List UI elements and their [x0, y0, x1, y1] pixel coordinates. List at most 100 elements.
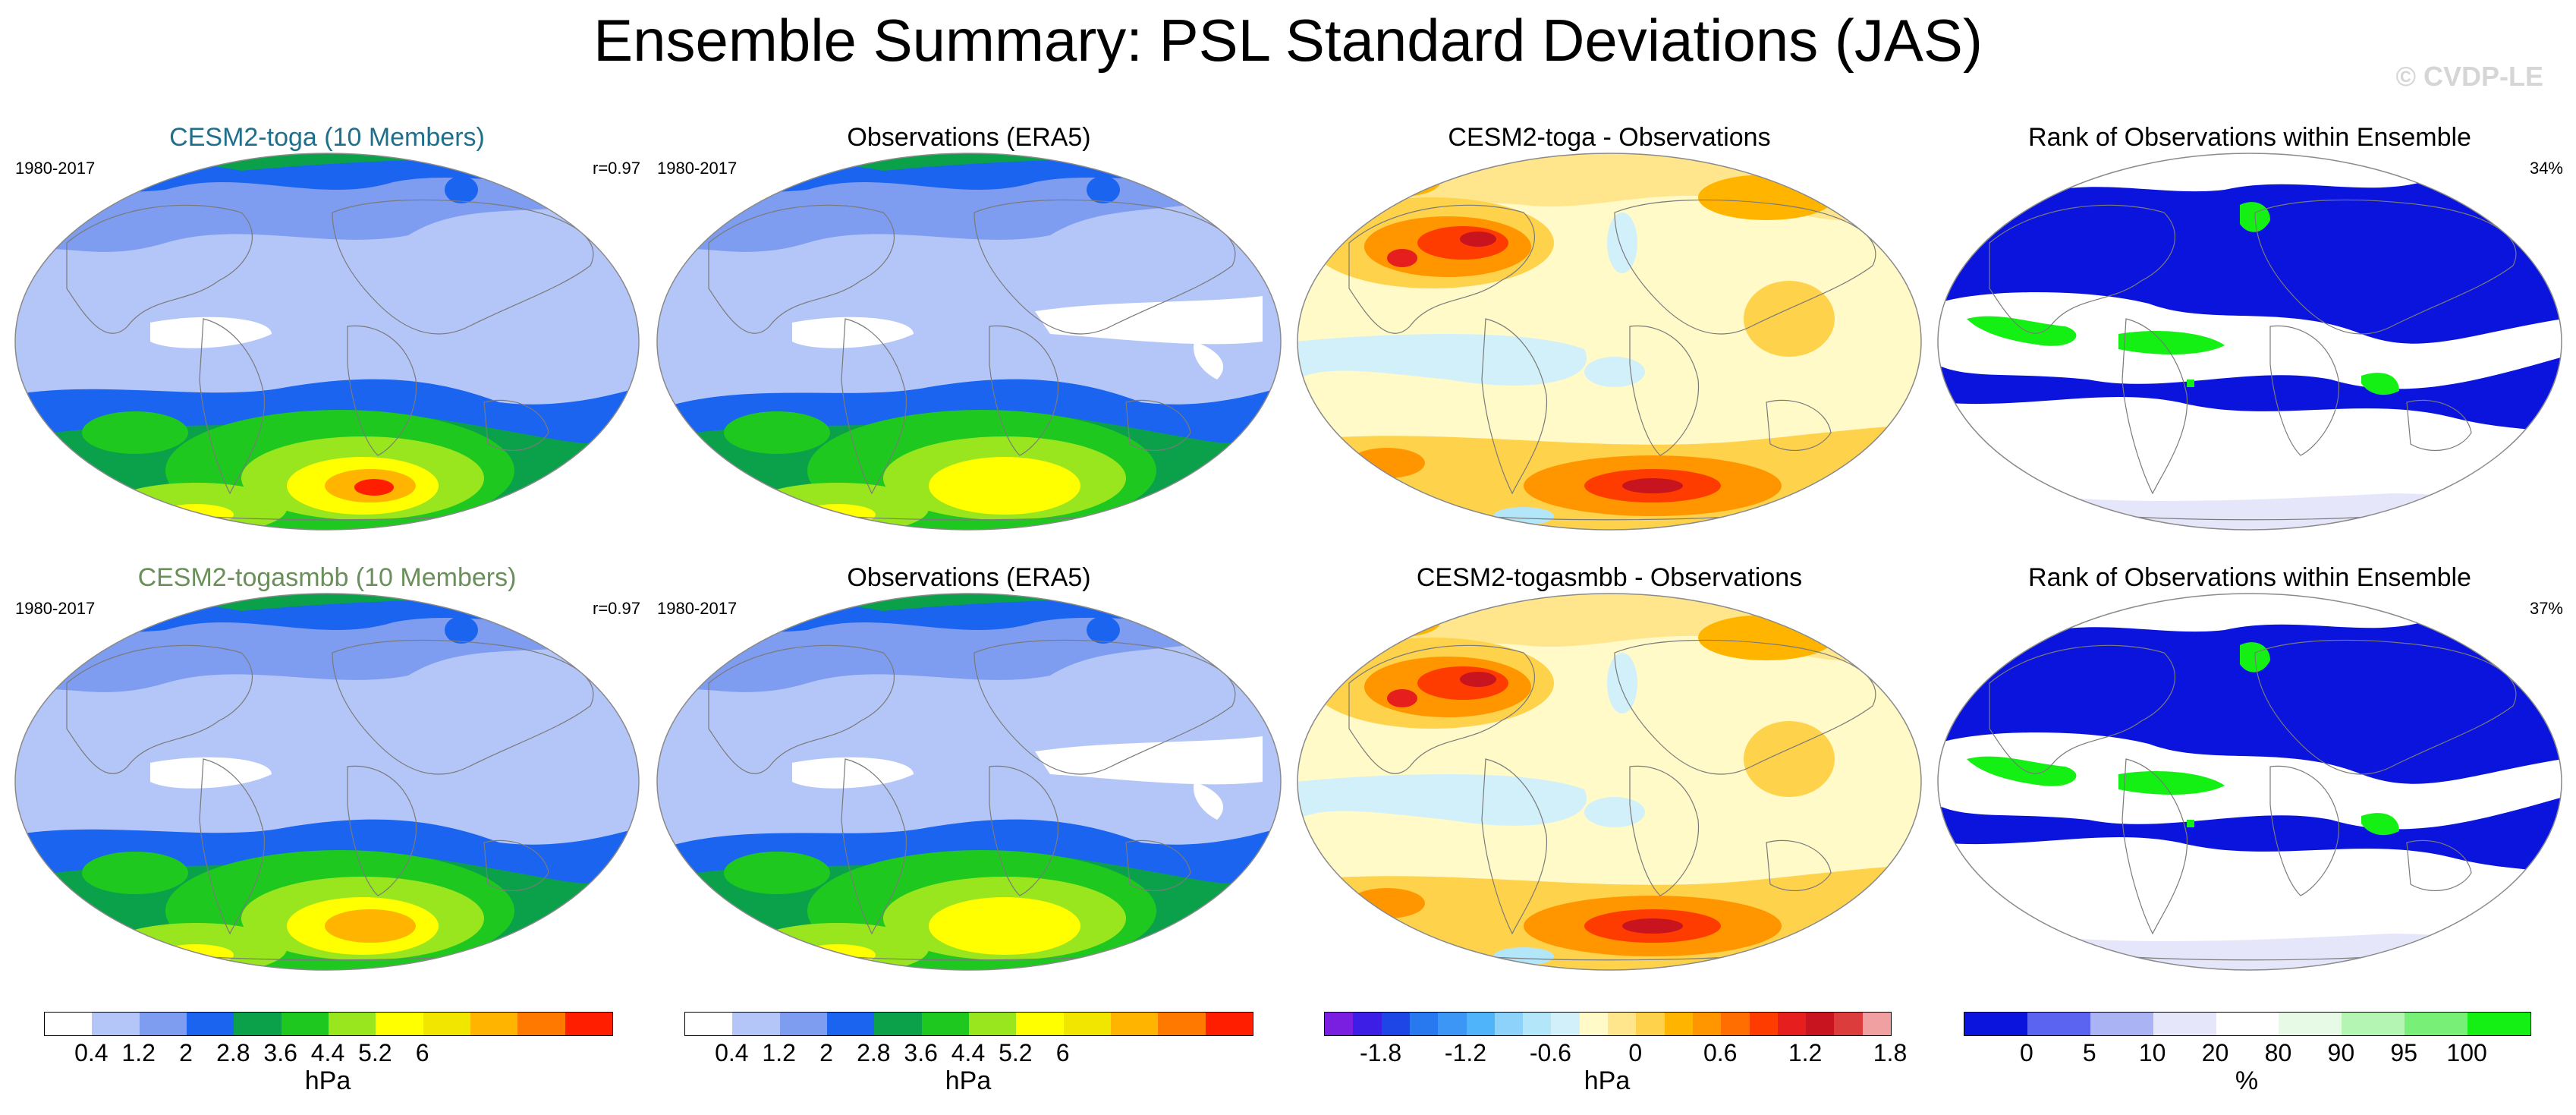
- colorbar-swatch: [1158, 1013, 1206, 1035]
- coastline: [2122, 318, 2188, 495]
- colorbar-swatch: [1551, 1013, 1581, 1035]
- coastline: [708, 644, 895, 774]
- coastline: [332, 199, 594, 335]
- colorbar-swatch: [2467, 1013, 2531, 1035]
- colorbar-unit: hPa: [1584, 1066, 1631, 1095]
- colorbar-swatch: [1063, 1013, 1112, 1035]
- colorbar-tick-label: 3.6: [904, 1039, 938, 1066]
- coastline: [1989, 204, 2176, 334]
- colorbar-swatch: [1834, 1013, 1864, 1035]
- coastline: [347, 765, 417, 896]
- colorbar: [1324, 1012, 1892, 1036]
- colorbar-tick-label: 95: [2390, 1039, 2418, 1066]
- colorbar-tick-label: 2: [819, 1039, 833, 1066]
- colorbar-tick-label: -0.6: [1529, 1039, 1571, 1066]
- colorbar-tick-label: 1.2: [121, 1039, 156, 1066]
- coastline: [347, 325, 417, 456]
- colorbar-tick-label: 4.4: [951, 1039, 986, 1066]
- colorbar-tick-label: 4.4: [310, 1039, 345, 1066]
- colorbar-swatch: [827, 1013, 875, 1035]
- colorbar-swatch: [517, 1013, 566, 1035]
- colorbar-swatch: [1806, 1013, 1835, 1035]
- rank-percent-label: 37%: [2529, 599, 2563, 618]
- colorbar-swatch: [187, 1013, 234, 1035]
- colorbar-swatch: [874, 1013, 923, 1035]
- period-label: 1980-2017: [15, 159, 96, 178]
- colorbar-tick-label: 0.4: [74, 1039, 109, 1066]
- colorbar-swatch: [1466, 1013, 1496, 1035]
- colorbar-tick-label: 0.4: [715, 1039, 749, 1066]
- period-label: 1980-2017: [657, 599, 738, 618]
- colorbar-tick-label: 3.6: [263, 1039, 297, 1066]
- colorbar-swatch: [1692, 1013, 1722, 1035]
- coastline: [841, 758, 907, 935]
- colorbar-tick-label: 1.2: [762, 1039, 796, 1066]
- colorbar-swatch: [45, 1013, 93, 1035]
- colorbar-swatch: [779, 1013, 828, 1035]
- colorbar-tick-label: 0: [2019, 1039, 2033, 1066]
- period-label: 1980-2017: [657, 159, 738, 178]
- colorbar-swatch: [1862, 1013, 1892, 1035]
- coastline: [708, 204, 895, 334]
- correlation-label: r=0.97: [593, 599, 640, 618]
- colorbar-tick-label: 6: [415, 1039, 429, 1066]
- colorbar-swatch: [1523, 1013, 1552, 1035]
- map-sd_model-row1: [14, 152, 640, 531]
- coastline: [2254, 639, 2517, 775]
- panel-title: CESM2-toga (10 Members): [169, 123, 485, 152]
- coastline: [332, 639, 594, 775]
- colorbar-tick-label: 20: [2201, 1039, 2229, 1066]
- colorbar-swatch: [1494, 1013, 1524, 1035]
- colorbar-swatch: [1721, 1013, 1750, 1035]
- colorbar-swatch: [969, 1013, 1017, 1035]
- map-rank-row1: [1936, 152, 2563, 531]
- coastline: [2406, 399, 2472, 451]
- colorbar-tick-label: 2: [179, 1039, 193, 1066]
- coastline: [1125, 399, 1191, 451]
- colorbar-swatch: [329, 1013, 376, 1035]
- period-label: 1980-2017: [15, 599, 96, 618]
- colorbar-tick-label: 80: [2264, 1039, 2292, 1066]
- colorbar-swatch: [732, 1013, 781, 1035]
- watermark: © CVDP-LE: [2395, 61, 2543, 92]
- colorbar-swatch: [139, 1013, 187, 1035]
- colorbar-swatch: [2342, 1013, 2405, 1035]
- panel-title: Observations (ERA5): [847, 123, 1091, 152]
- coastline: [1766, 399, 1832, 451]
- coastline: [1629, 765, 1700, 896]
- colorbar-tick-label: -1.2: [1444, 1039, 1487, 1066]
- colorbar-tick-label: 2.8: [857, 1039, 891, 1066]
- colorbar-swatch: [1205, 1013, 1253, 1035]
- colorbar-tick-label: 6: [1055, 1039, 1070, 1066]
- coastline: [1481, 318, 1548, 495]
- colorbar-tick-label: 90: [2327, 1039, 2355, 1066]
- coastline: [2269, 325, 2340, 456]
- coastline: [2122, 758, 2188, 935]
- panel-title: Rank of Observations within Ensemble: [2028, 123, 2471, 152]
- coastline: [1481, 758, 1548, 935]
- colorbar-swatch: [921, 1013, 970, 1035]
- coastline: [973, 199, 1236, 335]
- colorbar-swatch: [281, 1013, 329, 1035]
- colorbar-swatch: [1016, 1013, 1065, 1035]
- colorbar-unit: hPa: [945, 1066, 992, 1095]
- colorbar-tick-label: 1.8: [1873, 1039, 1908, 1066]
- colorbar-swatch: [234, 1013, 282, 1035]
- colorbar-swatch: [2153, 1013, 2217, 1035]
- figure-title: Ensemble Summary: PSL Standard Deviation…: [593, 7, 1983, 74]
- coastline: [199, 318, 266, 495]
- colorbar-swatch: [1111, 1013, 1159, 1035]
- colorbar-swatch: [2279, 1013, 2342, 1035]
- panel-title: CESM2-togasmbb (10 Members): [137, 563, 517, 592]
- map-rank-row2: [1936, 592, 2563, 972]
- colorbar-swatch: [2027, 1013, 2091, 1035]
- coastline: [66, 644, 253, 774]
- coastline: [483, 839, 549, 891]
- coastline: [1629, 325, 1700, 456]
- colorbar-swatch: [1438, 1013, 1467, 1035]
- colorbar-tick-label: 0: [1628, 1039, 1643, 1066]
- coastline: [1766, 839, 1832, 891]
- coastline: [1125, 839, 1191, 891]
- map-diff-row1: [1296, 152, 1923, 531]
- colorbar-swatch: [1409, 1013, 1439, 1035]
